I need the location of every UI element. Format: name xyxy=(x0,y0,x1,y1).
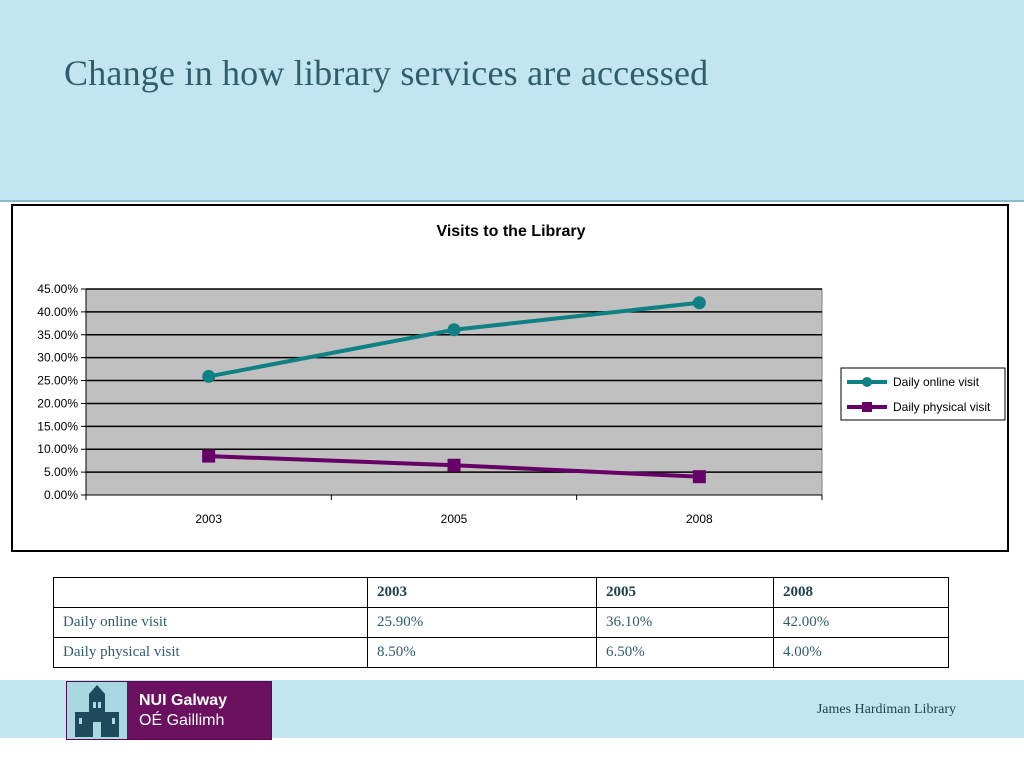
logo-line-1: NUI Galway xyxy=(139,691,228,709)
table-header-cell xyxy=(53,577,368,608)
x-tick-label: 2005 xyxy=(441,512,468,526)
nui-galway-logo: NUI Galway OÉ Gaillimh xyxy=(66,681,272,740)
data-point xyxy=(447,458,461,472)
logo-text: NUI Galway OÉ Gaillimh xyxy=(127,682,271,739)
legend-label: Daily physical visit xyxy=(893,400,991,414)
table-header-cell: 2005 xyxy=(596,577,774,608)
plot-area: 0.00% 5.00% 10.00% 15.00% 20.00% 25.00% 30.00%… xyxy=(37,282,823,526)
x-tick-label: 2008 xyxy=(686,512,713,526)
y-tick-label: 15.00% xyxy=(37,419,78,433)
table-cell: 4.00% xyxy=(773,637,949,668)
y-tick-label: 45.00% xyxy=(37,282,78,296)
chart-frame: Visits to the Library 0.00% 5.00% 10.00% 15… xyxy=(11,204,1009,552)
y-tick-label: 0.00% xyxy=(44,488,78,502)
table-cell: Daily physical visit xyxy=(53,637,368,668)
legend-label: Daily online visit xyxy=(893,375,980,389)
chart-title: Visits to the Library xyxy=(436,223,585,240)
y-tick-label: 40.00% xyxy=(37,305,78,319)
table-row: Daily physical visit 8.50% 6.50% 4.00% xyxy=(53,637,949,668)
legend-marker xyxy=(862,402,872,412)
quadrangle-emblem-icon xyxy=(67,682,127,739)
line-chart: Visits to the Library 0.00% 5.00% 10.00% 15… xyxy=(37,223,1006,526)
footer-credit: James Hardiman Library xyxy=(816,702,956,717)
logo-line-2: OÉ Gaillimh xyxy=(139,711,225,729)
data-point xyxy=(692,470,706,484)
y-tick-label: 20.00% xyxy=(37,396,78,410)
table-cell: 6.50% xyxy=(596,637,774,668)
y-tick-label: 30.00% xyxy=(37,351,78,365)
y-tick-label: 10.00% xyxy=(37,442,78,456)
data-point xyxy=(447,323,461,337)
table-cell: Daily online visit xyxy=(53,607,368,638)
table-header-cell: 2008 xyxy=(773,577,949,608)
y-tick-label: 5.00% xyxy=(44,465,78,479)
x-tick-label: 2003 xyxy=(195,512,222,526)
legend-marker xyxy=(862,377,872,387)
table-cell: 25.90% xyxy=(367,607,597,638)
data-point xyxy=(202,449,216,463)
table-cell: 42.00% xyxy=(773,607,949,638)
table-header-cell: 2003 xyxy=(367,577,597,608)
data-point xyxy=(692,296,706,310)
table-cell: 8.50% xyxy=(367,637,597,668)
chart-legend: Daily online visit Daily physical visit xyxy=(840,367,1006,421)
data-point xyxy=(202,369,216,383)
header-band: Change in how library services are acces… xyxy=(0,0,1024,202)
slide-title: Change in how library services are acces… xyxy=(64,53,709,93)
table-row: Daily online visit 25.90% 36.10% 42.00% xyxy=(53,607,949,638)
y-tick-label: 35.00% xyxy=(37,328,78,342)
table-header-row: 2003 2005 2008 xyxy=(53,577,949,608)
data-table: 2003 2005 2008 Daily online visit 25.90%… xyxy=(53,577,949,668)
table-cell: 36.10% xyxy=(596,607,774,638)
y-tick-label: 25.00% xyxy=(37,374,78,388)
